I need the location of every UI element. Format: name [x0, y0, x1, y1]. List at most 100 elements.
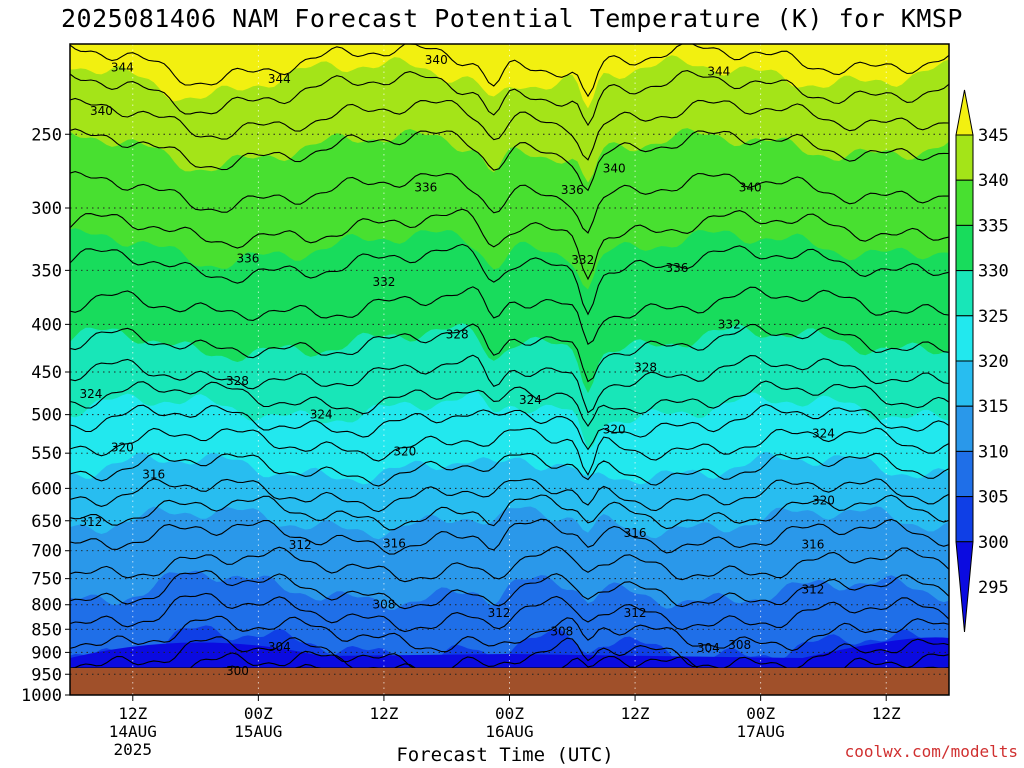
y-tick-label-850: 850	[31, 620, 62, 640]
x-tick-label-1: 00Z	[244, 704, 273, 723]
y-tick-label-700: 700	[31, 542, 62, 562]
contour-320	[70, 452, 949, 487]
contour-label-27: 316	[624, 526, 647, 540]
contour-label-7: 340	[603, 161, 626, 175]
contour-302	[70, 650, 949, 668]
y-tick-label-650: 650	[31, 512, 62, 532]
contour-334	[70, 243, 949, 316]
y-tick-label-550: 550	[31, 444, 62, 464]
contour-344	[70, 70, 949, 127]
y-tick-label-900: 900	[31, 643, 62, 663]
contour-306	[70, 615, 949, 653]
colorbar-bottom-arrow	[955, 541, 974, 633]
contour-322	[70, 427, 949, 476]
contour-336	[70, 208, 949, 281]
contour-label-14: 328	[446, 327, 469, 341]
contour-label-39: 300	[226, 664, 249, 678]
contour-label-1: 344	[268, 72, 291, 86]
contour-label-30: 316	[802, 537, 825, 551]
contour-label-26: 312	[79, 515, 102, 529]
contour-308	[70, 592, 949, 633]
contour-312	[70, 546, 949, 583]
y-tick-label-800: 800	[31, 596, 62, 616]
contour-314	[70, 518, 949, 555]
colorbar-label-345: 345	[978, 126, 1009, 146]
colorbar-box-0	[955, 134, 974, 181]
contour-346	[70, 44, 949, 98]
colorbar-box-4	[955, 315, 974, 362]
contour-label-3: 344	[707, 64, 730, 78]
contour-label-13: 332	[718, 317, 741, 331]
colorbar-label-300: 300	[978, 533, 1009, 553]
contour-label-8: 340	[739, 180, 762, 194]
contour-label-32: 308	[372, 598, 395, 612]
contour-label-10: 332	[372, 275, 395, 289]
contour-label-35: 308	[550, 625, 573, 639]
contour-label-20: 320	[603, 423, 626, 437]
colorbar-box-8	[955, 496, 974, 543]
contour-label-37: 304	[697, 641, 720, 655]
contour-label-29: 316	[383, 537, 406, 551]
colorbar-box-5	[955, 360, 974, 407]
x-tick-label-6: 12Z	[872, 704, 901, 723]
chart-title: 2025081406 NAM Forecast Potential Temper…	[61, 4, 963, 33]
contour-label-15: 328	[634, 360, 657, 374]
contour-label-21: 324	[812, 427, 835, 441]
x-tick-label-3: 00Z	[495, 704, 524, 723]
x-tick-label-5: 00Z	[746, 704, 775, 723]
contour-label-38: 308	[728, 638, 751, 652]
contour-342	[70, 97, 949, 161]
contour-318	[70, 478, 949, 513]
contour-label-34: 312	[624, 606, 647, 620]
contour-label-5: 336	[414, 180, 437, 194]
contour-340	[70, 128, 949, 192]
contour-label-22: 320	[111, 440, 134, 454]
y-tick-label-400: 400	[31, 315, 62, 335]
x-tick-date-1: 15AUG	[234, 722, 282, 741]
contour-304	[70, 636, 949, 668]
colorbar-label-340: 340	[978, 171, 1009, 191]
y-tick-label-600: 600	[31, 479, 62, 499]
y-tick-label-950: 950	[31, 665, 62, 685]
fill-near-surface	[70, 637, 949, 668]
y-axis: 250 300 350 400 450 500 550 600 650 700 750 800 850 9…	[21, 125, 70, 706]
contour-labels: 344 344 340 344 340 336 336 340 340 336 332 332 336 3…	[79, 53, 835, 678]
y-tick-label-1000: 1000	[21, 686, 62, 706]
contour-324	[70, 404, 949, 451]
colorbar-box-2	[955, 224, 974, 272]
contour-label-11: 332	[571, 253, 594, 267]
colorbar-box-7	[955, 450, 974, 498]
colorbar-label-315: 315	[978, 397, 1009, 417]
credit-text: coolwx.com/modelts	[844, 742, 1018, 761]
contour-338	[70, 171, 949, 234]
contour-lines	[70, 44, 949, 668]
contour-label-2: 340	[425, 53, 448, 67]
contour-310	[70, 570, 949, 610]
contour-label-6: 336	[561, 183, 584, 197]
colorbar-label-320: 320	[978, 352, 1009, 372]
contour-label-28: 312	[289, 538, 312, 552]
colorbar-label-310: 310	[978, 442, 1009, 462]
contour-label-23: 320	[393, 445, 416, 459]
colorbar-box-1	[955, 179, 974, 226]
y-tick-label-750: 750	[31, 570, 62, 590]
x-tick-year-0: 2025	[114, 740, 153, 759]
contour-label-4: 340	[90, 104, 113, 118]
y-tick-label-350: 350	[31, 261, 62, 281]
x-tick-date-3: 16AUG	[485, 722, 533, 741]
contour-label-17: 324	[79, 387, 102, 401]
contour-label-12: 336	[665, 261, 688, 275]
contour-label-31: 312	[802, 582, 825, 596]
y-tick-label-300: 300	[31, 199, 62, 219]
contour-328	[70, 354, 949, 414]
contour-330	[70, 323, 949, 383]
contour-326	[70, 380, 949, 427]
contour-label-33: 312	[488, 606, 511, 620]
contour-label-16: 328	[226, 374, 249, 388]
contour-label-24: 316	[142, 468, 165, 482]
colorbar-label-295: 295	[978, 578, 1009, 598]
y-tick-label-500: 500	[31, 406, 62, 426]
x-tick-date-0: 14AUG	[109, 722, 157, 741]
